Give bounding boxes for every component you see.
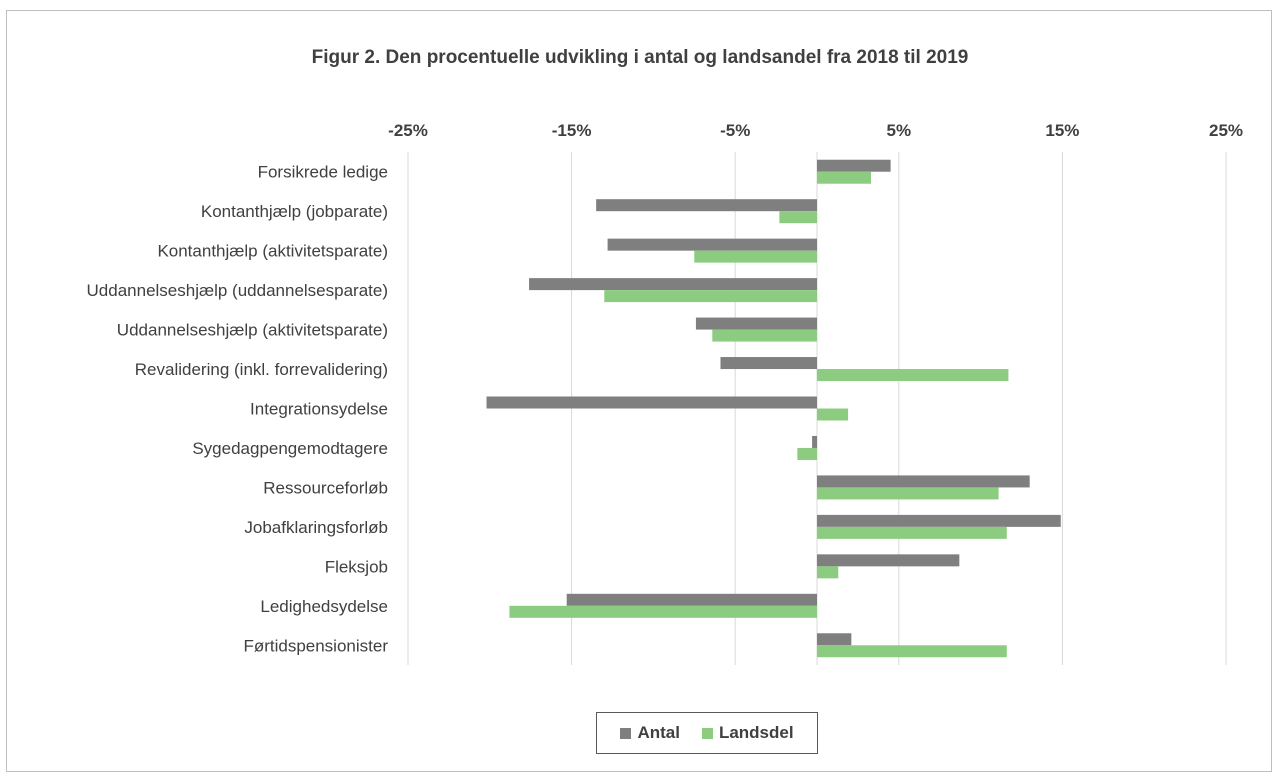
bar-landsdel <box>797 447 817 460</box>
bar-landsdel <box>779 211 817 224</box>
legend-item-landsdel: Landsdel <box>701 723 794 743</box>
x-tick-label: 15% <box>1045 121 1079 140</box>
bar-landsdel <box>817 369 1009 382</box>
bar-landsdel <box>817 408 849 421</box>
bar-landsdel <box>694 250 817 263</box>
category-label: Jobafklaringsforløb <box>244 518 388 537</box>
x-tick-label: -15% <box>552 121 592 140</box>
bar-antal <box>566 593 817 606</box>
category-label: Integrationsydelse <box>250 400 388 419</box>
category-label: Uddannelseshjælp (uddannelsesparate) <box>87 281 388 300</box>
legend-swatch-antal <box>620 727 632 739</box>
bar-antal <box>817 514 1061 527</box>
bar-landsdel <box>817 171 871 184</box>
category-label: Kontanthjælp (aktivitetsparate) <box>157 242 388 261</box>
bar-antal <box>596 199 817 212</box>
legend-item-antal: Antal <box>620 723 680 743</box>
category-label: Revalidering (inkl. forrevalidering) <box>135 360 388 379</box>
chart-title: Figur 2. Den procentuelle udvikling i an… <box>311 47 969 68</box>
bar-landsdel <box>817 566 839 579</box>
bar-landsdel <box>604 290 817 303</box>
legend-label-antal: Antal <box>637 723 680 742</box>
bar-landsdel <box>712 329 817 342</box>
x-tick-label: -25% <box>388 121 428 140</box>
category-label: Kontanthjælp (jobparate) <box>201 202 388 221</box>
bar-antal <box>812 435 817 448</box>
chart-frame: Figur 2. Den procentuelle udvikling i an… <box>6 10 1272 772</box>
bar-antal <box>817 475 1030 488</box>
bar-antal <box>607 238 817 251</box>
x-tick-label: 25% <box>1209 121 1243 140</box>
legend-label-landsdel: Landsdel <box>718 723 794 742</box>
bar-antal <box>486 396 817 409</box>
x-tick-label: 5% <box>887 121 912 140</box>
bar-antal <box>529 278 817 291</box>
bar-antal <box>817 554 960 567</box>
bar-antal <box>720 357 817 370</box>
category-label: Uddannelseshjælp (aktivitetsparate) <box>117 321 388 340</box>
x-tick-label: -5% <box>720 121 750 140</box>
bar-antal <box>817 159 891 172</box>
category-label: Fleksjob <box>325 557 388 576</box>
bar-landsdel <box>817 487 999 500</box>
category-label: Ressourceforløb <box>263 478 388 497</box>
bar-landsdel <box>817 645 1007 658</box>
category-label: Forsikrede ledige <box>258 163 388 182</box>
bar-landsdel <box>817 526 1007 539</box>
legend: Antal Landsdel <box>596 712 818 754</box>
bar-antal <box>695 317 817 330</box>
bar-landsdel <box>509 605 817 618</box>
category-label: Førtidspensionister <box>243 636 388 655</box>
category-label: Ledighedsydelse <box>260 597 388 616</box>
legend-swatch-landsdel <box>701 727 713 739</box>
category-label: Sygedagpengemodtagere <box>192 439 388 458</box>
bar-antal <box>817 633 852 646</box>
